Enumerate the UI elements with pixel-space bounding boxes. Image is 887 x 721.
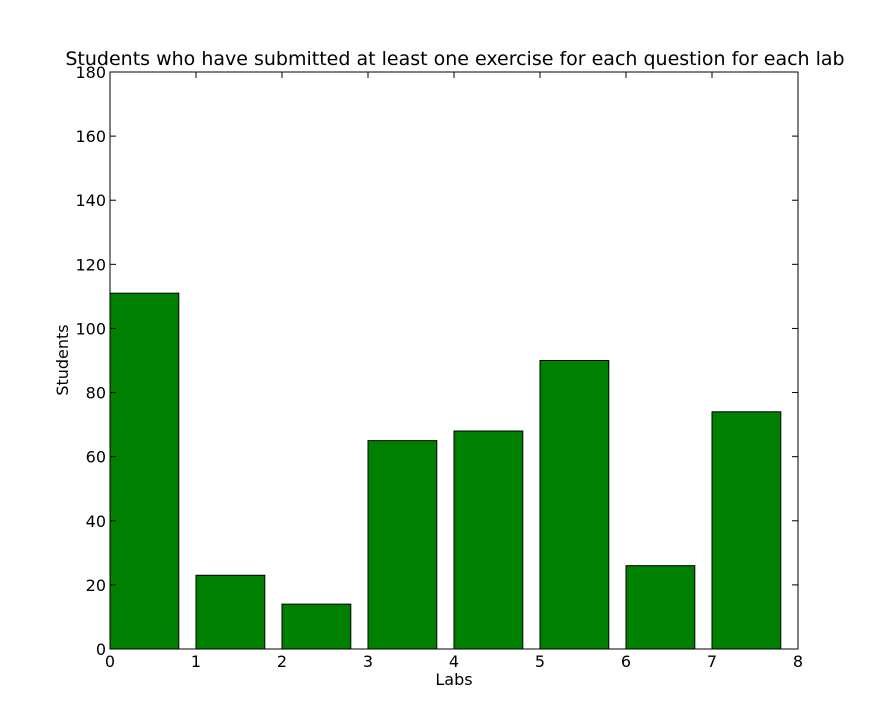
x-tick-label-3: 3 bbox=[363, 652, 373, 671]
y-tick-label-20: 20 bbox=[86, 576, 106, 595]
y-tick-label-140: 140 bbox=[75, 191, 106, 210]
bar-lab-3 bbox=[367, 440, 438, 650]
x-tick-label-6: 6 bbox=[621, 652, 631, 671]
y-tick-label-180: 180 bbox=[75, 63, 106, 82]
bars-group bbox=[109, 292, 782, 650]
x-tick-label-5: 5 bbox=[535, 652, 545, 671]
bar-lab-6 bbox=[625, 565, 696, 650]
x-tick-label-4: 4 bbox=[449, 652, 459, 671]
x-tick-label-1: 1 bbox=[191, 652, 201, 671]
x-tick-label-0: 0 bbox=[105, 652, 115, 671]
y-tick-label-80: 80 bbox=[86, 384, 106, 403]
plot-frame bbox=[109, 71, 799, 650]
y-tick-label-160: 160 bbox=[75, 127, 106, 146]
x-axis-label: Labs bbox=[435, 670, 472, 689]
y-tick-label-60: 60 bbox=[86, 448, 106, 467]
bar-lab-5 bbox=[539, 360, 610, 650]
y-tick-label-40: 40 bbox=[86, 512, 106, 531]
x-tick-label-8: 8 bbox=[793, 652, 803, 671]
bar-lab-2 bbox=[281, 603, 352, 650]
bar-lab-1 bbox=[195, 574, 266, 650]
bar-lab-4 bbox=[453, 430, 524, 650]
y-axis-label: Students bbox=[53, 324, 72, 395]
y-tick-label-120: 120 bbox=[75, 255, 106, 274]
bar-lab-7 bbox=[711, 411, 782, 650]
bar-lab-0 bbox=[109, 292, 180, 650]
chart-title: Students who have submitted at least one… bbox=[65, 48, 844, 70]
y-tick-label-100: 100 bbox=[75, 319, 106, 338]
x-tick-label-2: 2 bbox=[277, 652, 287, 671]
y-tick-label-0: 0 bbox=[96, 640, 106, 659]
x-tick-label-7: 7 bbox=[707, 652, 717, 671]
